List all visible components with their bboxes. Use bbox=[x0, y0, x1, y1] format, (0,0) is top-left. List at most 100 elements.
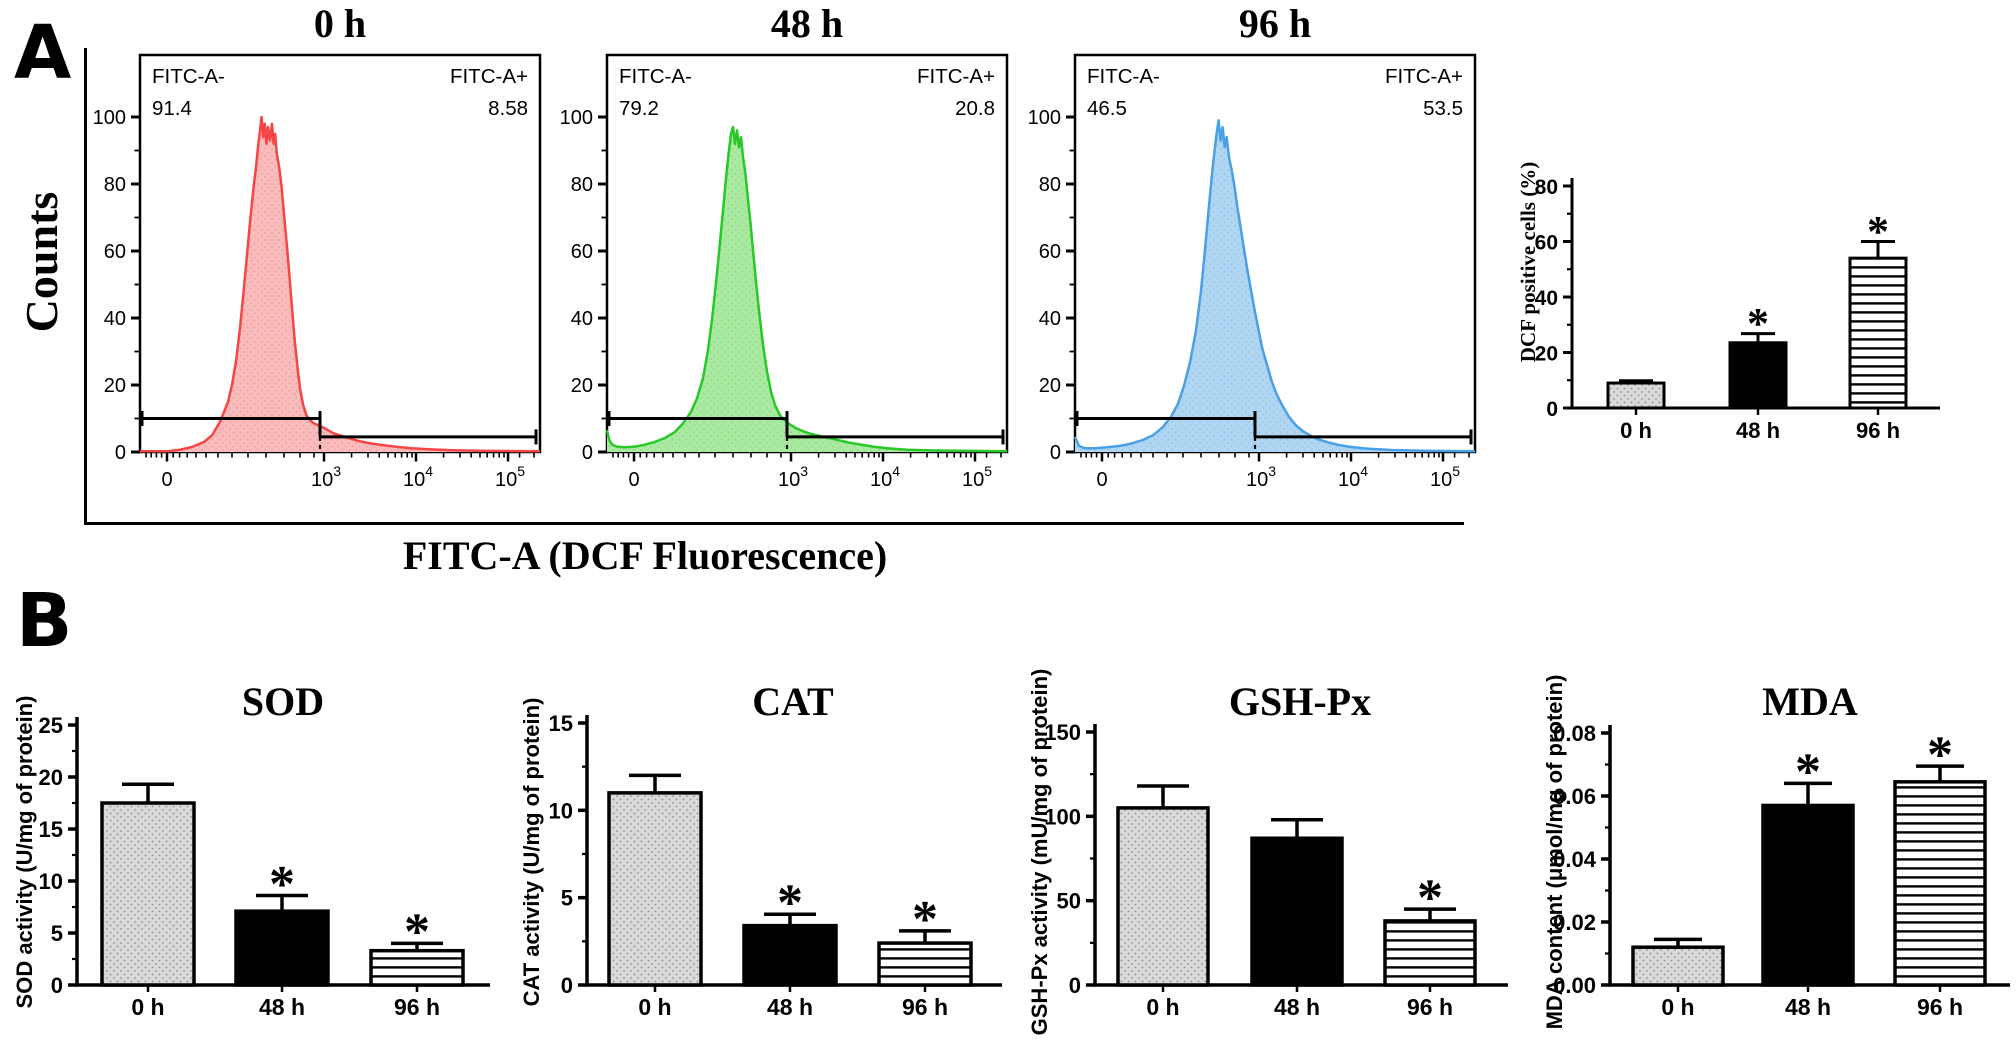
svg-text:80: 80 bbox=[104, 174, 126, 196]
svg-text:0 h: 0 h bbox=[638, 994, 671, 1020]
cat-bar-0h bbox=[607, 791, 703, 987]
svg-text:96 h: 96 h bbox=[1856, 418, 1900, 443]
mda-bar-0h bbox=[1631, 945, 1725, 987]
svg-text:105: 105 bbox=[1430, 463, 1460, 491]
svg-text:FITC-A+: FITC-A+ bbox=[917, 65, 995, 88]
gsh-px-title: GSH-Px bbox=[1228, 679, 1372, 724]
svg-text:105: 105 bbox=[495, 463, 525, 491]
svg-text:*: * bbox=[1795, 744, 1821, 801]
svg-text:0: 0 bbox=[561, 973, 573, 998]
svg-text:91.4: 91.4 bbox=[152, 97, 192, 120]
sod-chart: 0 5 10 15 20 25 0 h * 48 h * 96 h bbox=[39, 713, 490, 1020]
svg-text:20: 20 bbox=[104, 375, 126, 397]
svg-text:103: 103 bbox=[311, 463, 341, 491]
svg-text:*: * bbox=[1867, 207, 1889, 256]
svg-text:0 h: 0 h bbox=[131, 994, 164, 1020]
svg-text:15: 15 bbox=[549, 711, 573, 736]
svg-text:48 h: 48 h bbox=[1274, 994, 1320, 1020]
dcf-bar-96h bbox=[1848, 256, 1908, 410]
svg-text:48 h: 48 h bbox=[1785, 994, 1831, 1020]
svg-text:100: 100 bbox=[560, 107, 593, 129]
mda-chart: 0.00 0.02 0.04 0.06 0.08 0 h * 48 h * 96 h bbox=[1553, 721, 2010, 1020]
svg-text:*: * bbox=[1927, 726, 1953, 783]
svg-text:60: 60 bbox=[1039, 241, 1061, 263]
svg-text:50: 50 bbox=[1057, 889, 1081, 914]
sod-title: SOD bbox=[241, 679, 325, 724]
svg-text:96 h: 96 h bbox=[1917, 994, 1963, 1020]
svg-text:FITC-A-: FITC-A- bbox=[619, 65, 692, 88]
svg-text:*: * bbox=[404, 904, 430, 961]
svg-text:103: 103 bbox=[1246, 463, 1276, 491]
svg-text:*: * bbox=[1747, 299, 1769, 348]
svg-text:100: 100 bbox=[93, 107, 126, 129]
svg-text:*: * bbox=[777, 874, 803, 931]
gsh-bar-0h bbox=[1116, 806, 1210, 987]
svg-text:40: 40 bbox=[1039, 308, 1061, 330]
svg-text:FITC-A+: FITC-A+ bbox=[450, 65, 528, 88]
cat-chart: 0 5 10 15 0 h * 48 h * 96 h bbox=[549, 711, 1002, 1020]
svg-text:10: 10 bbox=[39, 869, 63, 894]
cat-title: CAT bbox=[752, 679, 834, 724]
svg-text:60: 60 bbox=[571, 241, 593, 263]
sod-bar-96h bbox=[369, 948, 465, 987]
svg-text:20.8: 20.8 bbox=[955, 97, 995, 120]
svg-text:FITC-A-: FITC-A- bbox=[1087, 65, 1160, 88]
gsh-chart: 0 50 100 150 0 h 48 h * 96 h bbox=[1044, 720, 1508, 1020]
svg-text:48 h: 48 h bbox=[259, 994, 305, 1020]
svg-text:100: 100 bbox=[1044, 804, 1081, 829]
svg-text:48 h: 48 h bbox=[767, 994, 813, 1020]
cat-bar-96h bbox=[877, 941, 973, 987]
svg-text:80: 80 bbox=[571, 174, 593, 196]
gsh-bar-96h bbox=[1383, 919, 1477, 987]
svg-text:0: 0 bbox=[1546, 398, 1558, 421]
svg-text:96 h: 96 h bbox=[1407, 994, 1453, 1020]
dcf-bar-0h bbox=[1606, 381, 1666, 410]
panel-b-label: B bbox=[16, 578, 73, 664]
svg-text:FITC-A-: FITC-A- bbox=[152, 65, 225, 88]
cat-bar-48h bbox=[742, 923, 838, 987]
svg-text:*: * bbox=[912, 891, 938, 948]
svg-text:20: 20 bbox=[571, 375, 593, 397]
sod-bar-0h bbox=[100, 801, 196, 987]
svg-text:0: 0 bbox=[161, 469, 172, 491]
mda-bar-48h bbox=[1761, 803, 1855, 987]
svg-text:80: 80 bbox=[1535, 176, 1558, 199]
svg-text:46.5: 46.5 bbox=[1087, 97, 1127, 120]
dcf-chart: 0 20 40 60 80 0 h * 48 h * 96 h bbox=[1535, 176, 1940, 443]
svg-text:8.58: 8.58 bbox=[488, 97, 528, 120]
svg-text:103: 103 bbox=[778, 463, 808, 491]
counts-axis-line bbox=[84, 48, 87, 525]
svg-text:96 h: 96 h bbox=[902, 994, 948, 1020]
gsh-bar-48h bbox=[1250, 836, 1344, 987]
svg-text:0 h: 0 h bbox=[1146, 994, 1179, 1020]
svg-text:0: 0 bbox=[628, 469, 639, 491]
svg-text:0: 0 bbox=[1050, 442, 1061, 464]
svg-text:20: 20 bbox=[39, 765, 63, 790]
svg-text:104: 104 bbox=[403, 463, 433, 491]
svg-text:10: 10 bbox=[549, 798, 573, 823]
svg-text:150: 150 bbox=[1044, 720, 1081, 745]
svg-text:0: 0 bbox=[115, 442, 126, 464]
svg-text:0: 0 bbox=[582, 442, 593, 464]
svg-text:0.06: 0.06 bbox=[1553, 784, 1596, 809]
svg-text:0.00: 0.00 bbox=[1553, 973, 1596, 998]
dcf-bar-48h bbox=[1728, 341, 1788, 410]
svg-text:0.04: 0.04 bbox=[1553, 847, 1597, 872]
svg-text:96 h: 96 h bbox=[394, 994, 440, 1020]
histogram-48h: 0 20 40 60 80 100 0 103 104 105 FITC-A- 79.2 FITC-A+… bbox=[560, 53, 1009, 491]
svg-text:60: 60 bbox=[1535, 232, 1558, 255]
svg-text:40: 40 bbox=[104, 308, 126, 330]
histogram-96h: 0 20 40 60 80 100 0 103 104 105 FITC-A- 46.5 FITC-A+… bbox=[1028, 53, 1477, 491]
svg-text:79.2: 79.2 bbox=[619, 97, 659, 120]
svg-text:100: 100 bbox=[1028, 107, 1061, 129]
svg-text:0.08: 0.08 bbox=[1553, 721, 1596, 746]
svg-text:0 h: 0 h bbox=[1661, 994, 1694, 1020]
svg-text:25: 25 bbox=[39, 713, 63, 738]
sod-bar-48h bbox=[234, 909, 330, 987]
svg-text:0: 0 bbox=[1069, 973, 1081, 998]
svg-text:0: 0 bbox=[1096, 469, 1107, 491]
svg-text:20: 20 bbox=[1039, 375, 1061, 397]
svg-text:20: 20 bbox=[1535, 343, 1558, 366]
svg-text:48 h: 48 h bbox=[1736, 418, 1780, 443]
svg-text:104: 104 bbox=[1338, 463, 1368, 491]
